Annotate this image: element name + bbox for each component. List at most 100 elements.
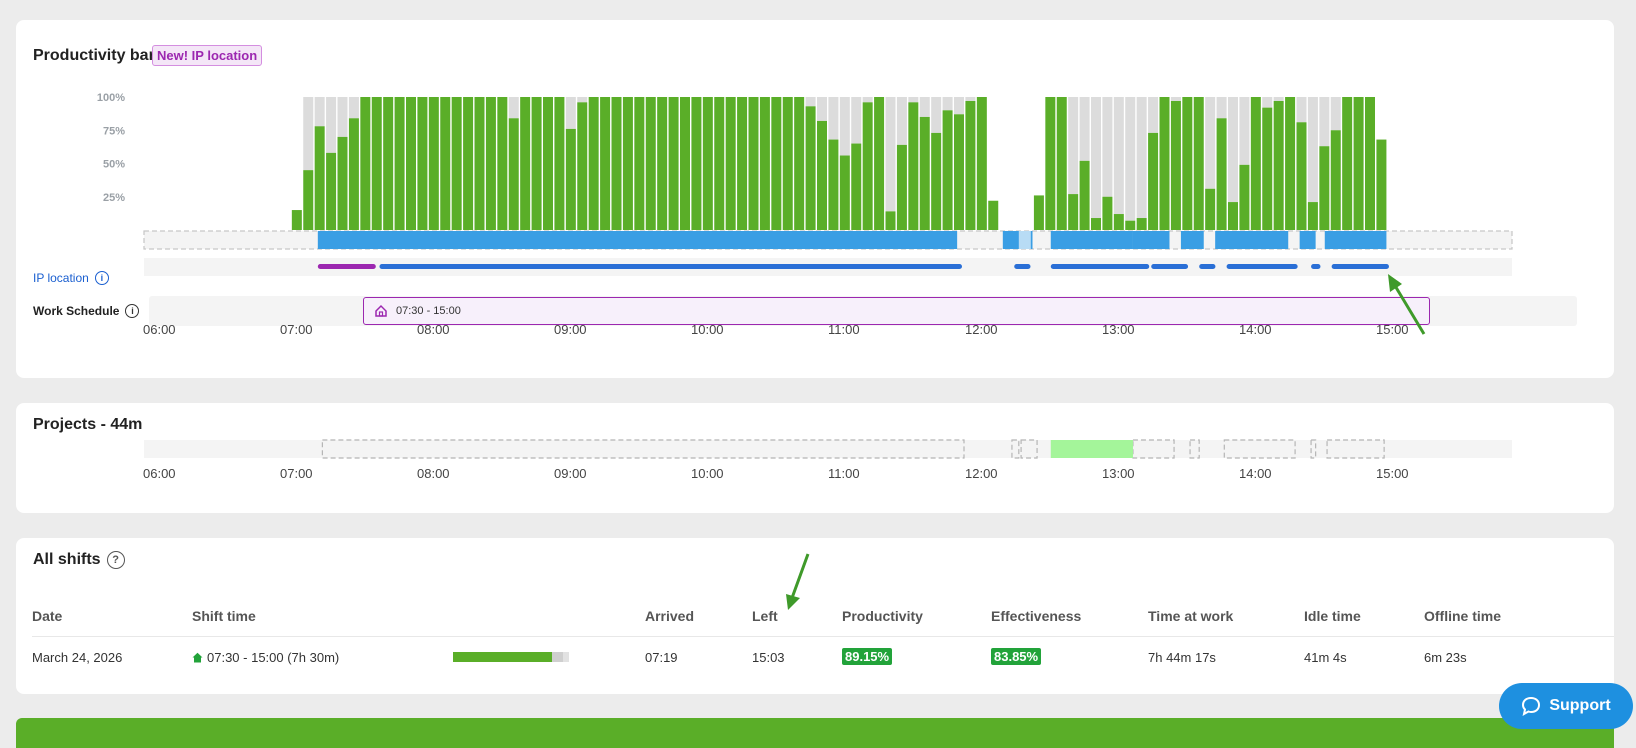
productive-bar[interactable]: [782, 97, 793, 230]
idle-bar[interactable]: [805, 97, 816, 107]
productive-bar[interactable]: [303, 170, 314, 230]
productive-bar[interactable]: [1182, 97, 1193, 230]
productive-bar[interactable]: [794, 97, 805, 230]
productive-bar[interactable]: [1216, 118, 1227, 230]
projects-timeline[interactable]: [16, 403, 1614, 513]
productive-bar[interactable]: [714, 97, 725, 230]
idle-bar[interactable]: [862, 97, 873, 103]
productive-bar[interactable]: [1102, 196, 1113, 230]
idle-bar[interactable]: [1319, 97, 1330, 147]
idle-bar[interactable]: [1148, 97, 1159, 133]
idle-bar[interactable]: [577, 97, 588, 103]
col-arrived[interactable]: Arrived: [645, 608, 695, 624]
idle-bar[interactable]: [508, 97, 519, 119]
productive-bar[interactable]: [337, 136, 348, 230]
idle-bar[interactable]: [1216, 97, 1227, 119]
productive-bar[interactable]: [908, 102, 919, 230]
productive-bar[interactable]: [1091, 218, 1101, 230]
ip-office-segment[interactable]: [1199, 264, 1216, 269]
productive-bar[interactable]: [1239, 164, 1250, 230]
productive-bar[interactable]: [759, 97, 770, 230]
no-project-segment[interactable]: [1189, 439, 1200, 459]
col-effectiveness[interactable]: Effectiveness: [991, 608, 1082, 624]
productive-bar[interactable]: [691, 97, 702, 230]
ip-office-segment[interactable]: [1311, 264, 1321, 269]
idle-bar[interactable]: [1262, 97, 1273, 108]
productive-bar[interactable]: [474, 97, 485, 230]
no-project-segment[interactable]: [1223, 439, 1296, 459]
ip-office-segment[interactable]: [379, 264, 962, 269]
ip-office-segment[interactable]: [1014, 264, 1031, 269]
productive-bar[interactable]: [291, 210, 302, 230]
online-segment[interactable]: [1324, 231, 1387, 249]
productive-bar[interactable]: [919, 116, 930, 230]
idle-bar[interactable]: [965, 97, 976, 101]
productive-bar[interactable]: [622, 97, 633, 230]
productive-bar[interactable]: [668, 97, 679, 230]
idle-bar[interactable]: [1136, 97, 1147, 219]
productive-bar[interactable]: [657, 97, 668, 230]
idle-bar[interactable]: [839, 97, 850, 156]
productive-bar[interactable]: [531, 97, 542, 230]
productive-bar[interactable]: [1285, 97, 1296, 230]
col-left[interactable]: Left: [752, 608, 778, 624]
idle-bar[interactable]: [885, 97, 896, 212]
idle-bar[interactable]: [919, 97, 930, 117]
ip-location-label[interactable]: IP location i: [33, 271, 109, 285]
productive-bar[interactable]: [1228, 202, 1238, 230]
idle-bar[interactable]: [1330, 97, 1341, 131]
idle-bar[interactable]: [1205, 97, 1216, 189]
idle-bar[interactable]: [565, 97, 576, 129]
productive-bar[interactable]: [954, 114, 964, 230]
productive-bar[interactable]: [1068, 194, 1079, 230]
productive-bar[interactable]: [965, 100, 976, 231]
col-productivity[interactable]: Productivity: [842, 608, 923, 624]
productive-bar[interactable]: [885, 211, 896, 230]
productive-bar[interactable]: [611, 97, 622, 230]
productive-bar[interactable]: [748, 97, 759, 230]
productive-bar[interactable]: [1296, 122, 1307, 230]
ip-office-segment[interactable]: [1226, 264, 1298, 269]
idle-bar[interactable]: [1273, 97, 1284, 101]
info-icon[interactable]: i: [125, 304, 140, 318]
support-button[interactable]: Support: [1499, 683, 1633, 729]
idle-bar[interactable]: [851, 97, 862, 144]
productive-bar[interactable]: [1319, 146, 1330, 230]
no-project-segment[interactable]: [1326, 439, 1385, 459]
productive-bar[interactable]: [828, 139, 839, 230]
productive-bar[interactable]: [634, 97, 645, 230]
online-segment[interactable]: [1050, 231, 1133, 249]
idle-bar[interactable]: [1068, 97, 1079, 195]
productive-bar[interactable]: [771, 97, 782, 230]
productive-bar[interactable]: [371, 97, 382, 230]
project-segment[interactable]: [1050, 440, 1133, 458]
productive-bar[interactable]: [874, 97, 885, 230]
productive-bar[interactable]: [1193, 97, 1204, 230]
productive-bar[interactable]: [702, 97, 713, 230]
productive-bar[interactable]: [851, 143, 862, 230]
productive-bar[interactable]: [1125, 220, 1136, 230]
idle-bar[interactable]: [1079, 97, 1090, 161]
idle-bar[interactable]: [314, 97, 325, 127]
productive-bar[interactable]: [497, 97, 508, 230]
productive-bar[interactable]: [737, 97, 748, 230]
productive-bar[interactable]: [942, 110, 953, 230]
productive-bar[interactable]: [383, 97, 394, 230]
ip-office-segment[interactable]: [1331, 264, 1389, 269]
productive-bar[interactable]: [406, 97, 416, 230]
idle-bar[interactable]: [817, 97, 827, 121]
productive-bar[interactable]: [1250, 97, 1261, 230]
productive-bar[interactable]: [543, 97, 553, 230]
productive-bar[interactable]: [314, 126, 325, 230]
productive-bar[interactable]: [725, 97, 736, 230]
idle-bar[interactable]: [1228, 97, 1238, 203]
productive-bar[interactable]: [1056, 97, 1067, 230]
no-project-segment[interactable]: [1020, 439, 1038, 459]
productive-bar[interactable]: [1262, 107, 1273, 230]
no-project-segment[interactable]: [1310, 439, 1317, 459]
productive-bar[interactable]: [1307, 202, 1318, 230]
productive-bar[interactable]: [645, 97, 656, 230]
productive-bar[interactable]: [1273, 100, 1284, 231]
productive-bar[interactable]: [485, 97, 496, 230]
productive-bar[interactable]: [1045, 97, 1056, 230]
